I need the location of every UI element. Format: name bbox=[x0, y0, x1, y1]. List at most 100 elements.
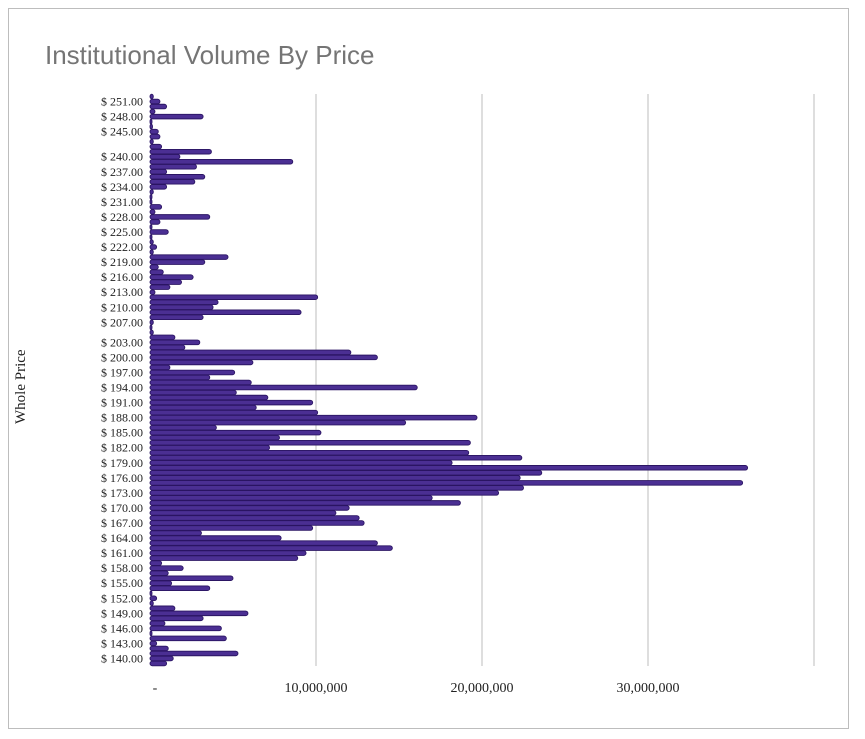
y-tick-label: $ 188.00 bbox=[101, 411, 143, 425]
bar bbox=[149, 605, 176, 612]
bar bbox=[149, 269, 164, 275]
bar bbox=[149, 465, 749, 471]
bar bbox=[149, 419, 407, 426]
bar bbox=[149, 309, 302, 316]
bar bbox=[149, 540, 378, 546]
bar bbox=[149, 525, 314, 531]
bar bbox=[149, 635, 227, 642]
bar bbox=[149, 138, 154, 145]
bar bbox=[149, 490, 500, 496]
bar bbox=[149, 259, 206, 265]
bar bbox=[149, 515, 360, 521]
bar bbox=[149, 344, 186, 351]
bar bbox=[149, 184, 168, 190]
bar bbox=[149, 314, 204, 321]
bar bbox=[149, 565, 184, 571]
bar bbox=[149, 214, 211, 220]
y-tick-label: $ 248.00 bbox=[101, 110, 143, 124]
bar bbox=[149, 645, 169, 652]
bar bbox=[149, 505, 350, 511]
bar bbox=[149, 199, 153, 205]
bar bbox=[149, 329, 154, 336]
bar bbox=[149, 249, 154, 255]
bar bbox=[149, 409, 319, 416]
bar bbox=[149, 234, 153, 240]
bar bbox=[149, 289, 156, 295]
y-tick-label: $ 185.00 bbox=[101, 426, 143, 440]
bar bbox=[149, 630, 153, 637]
bar bbox=[149, 284, 171, 290]
y-tick-label: $ 234.00 bbox=[101, 180, 143, 194]
bar bbox=[149, 595, 158, 602]
bar bbox=[149, 600, 154, 607]
bar bbox=[149, 439, 471, 446]
bar bbox=[149, 153, 181, 160]
y-tick-label: $ 200.00 bbox=[101, 350, 143, 364]
y-axis-label-container: Whole Price bbox=[12, 349, 32, 424]
bar bbox=[149, 229, 169, 235]
gridlines bbox=[315, 94, 815, 666]
bar bbox=[149, 399, 314, 406]
bar bbox=[149, 224, 153, 230]
bar bbox=[149, 550, 307, 556]
bar bbox=[149, 374, 211, 381]
bar bbox=[149, 299, 219, 305]
bar bbox=[149, 510, 337, 516]
bar bbox=[149, 590, 153, 597]
bar bbox=[149, 163, 197, 170]
y-tick-label: $ 225.00 bbox=[101, 225, 143, 239]
y-tick-label: $ 197.00 bbox=[101, 365, 143, 379]
y-tick-label: $ 146.00 bbox=[101, 621, 143, 635]
bar bbox=[149, 98, 161, 105]
bar bbox=[149, 194, 153, 200]
bar bbox=[149, 349, 352, 356]
bar bbox=[149, 219, 161, 225]
bar bbox=[149, 434, 280, 441]
bar bbox=[149, 570, 169, 576]
bar bbox=[149, 143, 163, 150]
y-tick-label: $ 231.00 bbox=[101, 195, 143, 209]
y-tick-label: $ 173.00 bbox=[101, 486, 143, 500]
y-tick-label: $ 170.00 bbox=[101, 501, 143, 515]
bar bbox=[149, 389, 237, 396]
bar bbox=[149, 123, 153, 130]
bar bbox=[149, 384, 418, 391]
y-tick-label: $ 210.00 bbox=[101, 300, 143, 314]
bar bbox=[149, 520, 365, 526]
y-axis-ticks: $ 251.00$ 248.00$ 245.00 $ 240.00$ 237.00… bbox=[101, 95, 143, 666]
bar bbox=[149, 555, 299, 561]
bar bbox=[149, 108, 156, 115]
y-tick-label: $ 213.00 bbox=[101, 285, 143, 299]
bar bbox=[149, 209, 156, 215]
bar bbox=[149, 495, 433, 501]
bar bbox=[149, 580, 173, 586]
bar bbox=[149, 319, 154, 326]
bar bbox=[149, 204, 163, 210]
y-tick-label: $ 207.00 bbox=[101, 315, 143, 329]
bar bbox=[149, 485, 524, 491]
bar bbox=[149, 530, 202, 536]
bar bbox=[149, 424, 217, 431]
bar bbox=[149, 650, 239, 657]
y-tick-label: $ 240.00 bbox=[101, 150, 143, 164]
bar bbox=[149, 455, 523, 461]
bar bbox=[149, 118, 153, 125]
y-tick-label: $ 161.00 bbox=[101, 546, 143, 560]
y-axis-label: Whole Price bbox=[13, 349, 29, 424]
y-tick-label: $ 143.00 bbox=[101, 636, 143, 650]
bar bbox=[149, 359, 254, 366]
y-tick-label: $ 158.00 bbox=[101, 561, 143, 575]
bar bbox=[149, 274, 194, 280]
chart-title: Institutional Volume By Price bbox=[45, 40, 375, 70]
bar-series bbox=[149, 93, 749, 667]
y-tick-label: $ 164.00 bbox=[101, 531, 143, 545]
bar bbox=[149, 334, 176, 341]
y-tick-label: $ 219.00 bbox=[101, 255, 143, 269]
bar bbox=[149, 414, 478, 421]
bar bbox=[149, 575, 234, 581]
bar bbox=[149, 655, 174, 662]
bar bbox=[149, 500, 461, 506]
y-tick-label: $ 167.00 bbox=[101, 516, 143, 530]
bar bbox=[149, 103, 168, 110]
y-tick-label: $ 228.00 bbox=[101, 210, 143, 224]
